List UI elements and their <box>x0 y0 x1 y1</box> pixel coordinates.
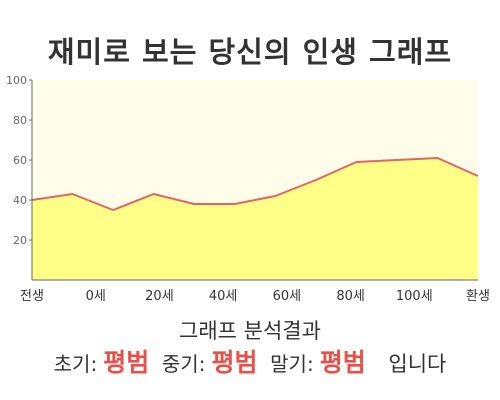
y-tick-label-20: 20 <box>13 234 27 247</box>
x-tick-label-7: 환생 <box>466 289 490 304</box>
x-tick-label-3: 40세 <box>209 289 238 304</box>
y-tick-label-80: 80 <box>13 114 27 127</box>
x-tick-label-2: 20세 <box>145 289 174 304</box>
mid-result: 평범 <box>211 348 258 377</box>
x-tick-label-1: 0세 <box>86 289 106 304</box>
late-label: 말기: <box>270 352 314 376</box>
result-suffix: 입니다 <box>388 352 447 376</box>
analysis-result: 초기: 평범 중기: 평범 말기: 평범 입니다 <box>0 346 500 381</box>
page-title: 재미로 보는 당신의 인생 그래프 <box>47 35 453 69</box>
x-tick-label-5: 80세 <box>336 289 365 304</box>
series-area <box>32 158 478 280</box>
mid-label: 중기: <box>161 352 206 376</box>
analysis-heading: 그래프 분석결과 <box>179 319 321 343</box>
x-tick-label-6: 100세 <box>396 289 433 304</box>
y-tick-label-100: 100 <box>6 74 27 87</box>
late-result: 평범 <box>319 348 366 377</box>
x-tick-label-0: 전생 <box>20 289 44 304</box>
series-line <box>31 157 479 211</box>
y-tick-label-40: 40 <box>13 194 27 207</box>
y-tick-label-60: 60 <box>13 154 27 167</box>
early-result: 평범 <box>103 348 150 377</box>
early-label: 초기: <box>53 352 98 376</box>
x-tick-label-4: 60세 <box>273 289 302 304</box>
